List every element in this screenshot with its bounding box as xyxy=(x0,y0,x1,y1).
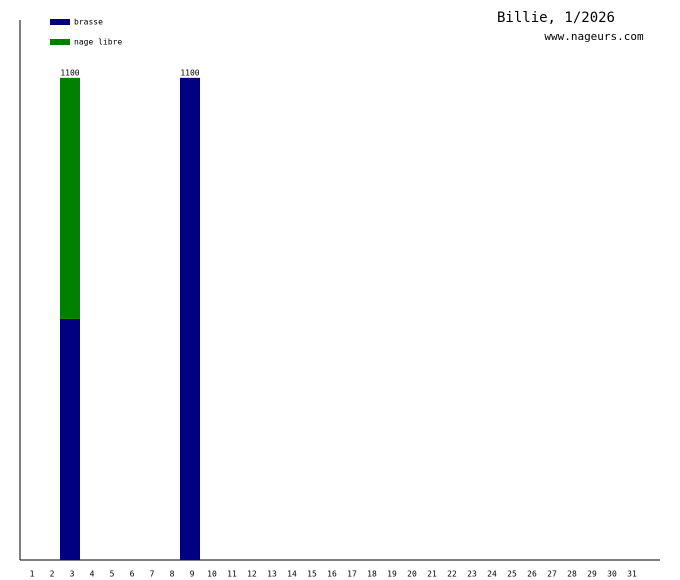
x-tick-label: 12 xyxy=(247,570,257,579)
x-tick-label: 1 xyxy=(30,570,35,579)
x-tick-label: 30 xyxy=(607,570,617,579)
x-tick-label: 4 xyxy=(90,570,95,579)
x-tick-label: 6 xyxy=(130,570,135,579)
x-tick-label: 11 xyxy=(227,570,237,579)
x-tick-label: 25 xyxy=(507,570,517,579)
chart-title: Billie, 1/2026 xyxy=(497,10,615,26)
x-tick-label: 16 xyxy=(327,570,337,579)
x-tick-label: 17 xyxy=(347,570,357,579)
x-tick-label: 22 xyxy=(447,570,457,579)
x-tick-label: 14 xyxy=(287,570,297,579)
x-tick-label: 24 xyxy=(487,570,497,579)
x-tick-label: 28 xyxy=(567,570,577,579)
x-tick-label: 20 xyxy=(407,570,417,579)
x-tick-label: 7 xyxy=(150,570,155,579)
x-tick-label: 26 xyxy=(527,570,537,579)
x-tick-label: 3 xyxy=(70,570,75,579)
x-tick-label: 23 xyxy=(467,570,477,579)
x-tick-label: 18 xyxy=(367,570,377,579)
x-tick-label: 9 xyxy=(190,570,195,579)
legend-swatch xyxy=(50,39,70,45)
x-tick-label: 15 xyxy=(307,570,317,579)
x-tick-label: 8 xyxy=(170,570,175,579)
total-label: 1100 xyxy=(60,68,79,77)
x-tick-label: 21 xyxy=(427,570,437,579)
x-tick-label: 13 xyxy=(267,570,277,579)
bar-segment xyxy=(60,318,80,560)
x-tick-label: 31 xyxy=(627,570,637,579)
chart-subtitle: www.nageurs.com xyxy=(544,30,644,43)
bar-segment xyxy=(180,77,200,560)
x-tick-label: 29 xyxy=(587,570,597,579)
x-tick-label: 27 xyxy=(547,570,557,579)
total-label: 1100 xyxy=(180,68,199,77)
legend-swatch xyxy=(50,19,70,25)
legend-label: brasse xyxy=(74,18,103,27)
legend-label: nage libre xyxy=(74,38,122,47)
x-tick-label: 2 xyxy=(50,570,55,579)
bar-segment xyxy=(60,77,80,319)
x-tick-label: 5 xyxy=(110,570,115,579)
x-tick-label: 10 xyxy=(207,570,217,579)
x-tick-label: 19 xyxy=(387,570,397,579)
